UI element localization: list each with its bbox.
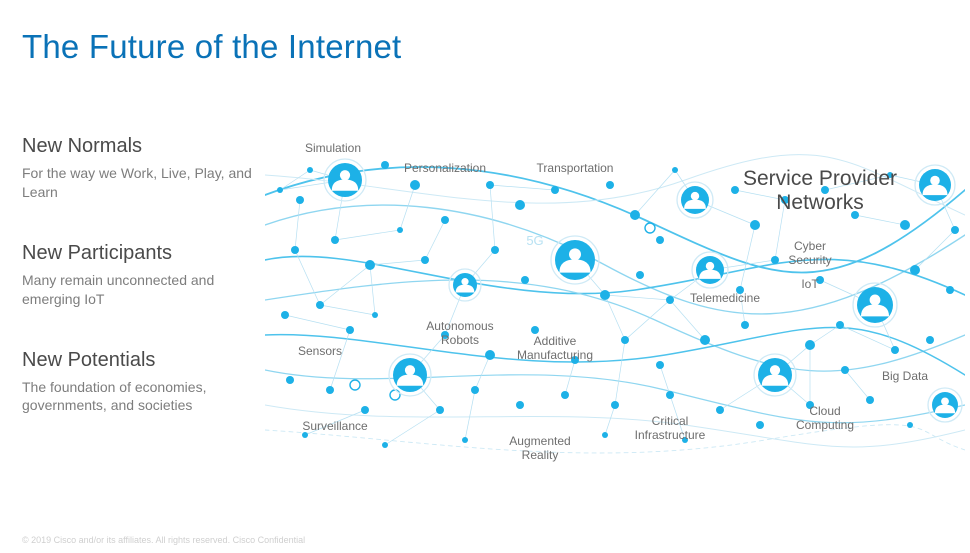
svg-text:Cyber: Cyber	[794, 239, 826, 253]
section-heading: New Potentials	[22, 349, 257, 372]
svg-text:Security: Security	[788, 253, 831, 267]
section-new-normals: New Normals For the way we Work, Live, P…	[22, 135, 257, 202]
svg-text:Robots: Robots	[441, 333, 479, 347]
svg-text:Infrastructure: Infrastructure	[635, 428, 706, 442]
section-body: For the way we Work, Live, Play, and Lea…	[22, 164, 257, 202]
svg-text:Big Data: Big Data	[882, 369, 928, 383]
svg-text:Autonomous: Autonomous	[426, 319, 493, 333]
section-new-participants: New Participants Many remain unconnected…	[22, 242, 257, 309]
svg-text:Surveillance: Surveillance	[302, 419, 368, 433]
section-body: The foundation of economies, governments…	[22, 378, 257, 416]
svg-text:Additive: Additive	[534, 334, 577, 348]
svg-text:Computing: Computing	[796, 418, 854, 432]
left-column: New Normals For the way we Work, Live, P…	[22, 135, 257, 455]
svg-text:Telemedicine: Telemedicine	[690, 291, 760, 305]
section-heading: New Participants	[22, 242, 257, 265]
svg-text:Manufacturing: Manufacturing	[517, 348, 593, 362]
section-heading: New Normals	[22, 135, 257, 158]
svg-text:Reality: Reality	[522, 448, 559, 462]
footer-text: © 2019 Cisco and/or its affiliates. All …	[22, 535, 305, 545]
svg-text:Transportation: Transportation	[537, 161, 614, 175]
svg-text:Networks: Networks	[776, 191, 864, 214]
section-body: Many remain unconnected and emerging IoT	[22, 271, 257, 309]
svg-text:Service Provider: Service Provider	[743, 167, 897, 190]
svg-text:Personalization: Personalization	[404, 161, 486, 175]
svg-text:IoT: IoT	[801, 277, 819, 291]
network-diagram: Service ProviderNetworks 5G Simulation Pers…	[265, 130, 965, 500]
svg-text:5G: 5G	[526, 233, 543, 248]
slide: The Future of the Internet New Normals F…	[0, 0, 970, 553]
section-new-potentials: New Potentials The foundation of economi…	[22, 349, 257, 416]
svg-text:Augmented: Augmented	[509, 434, 570, 448]
slide-title: The Future of the Internet	[22, 28, 948, 66]
svg-text:Cloud: Cloud	[809, 404, 840, 418]
network-svg: Service ProviderNetworks 5G Simulation Pers…	[265, 130, 965, 500]
svg-text:Critical: Critical	[652, 414, 689, 428]
svg-text:Simulation: Simulation	[305, 141, 361, 155]
svg-text:Sensors: Sensors	[298, 344, 342, 358]
